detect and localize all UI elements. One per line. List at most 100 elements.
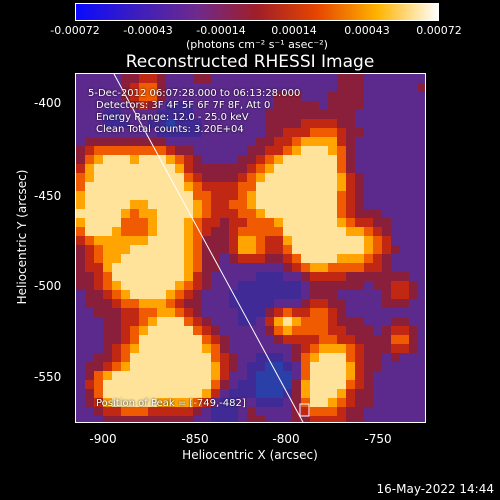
image-pixel	[301, 74, 310, 83]
image-pixel	[166, 83, 175, 92]
image-pixel	[121, 119, 130, 128]
image-pixel	[310, 344, 319, 353]
image-pixel	[85, 209, 94, 218]
image-pixel	[409, 146, 418, 155]
image-pixel	[409, 227, 418, 236]
image-pixel	[256, 182, 265, 191]
colorbar-tick: -0.00043	[123, 24, 173, 37]
image-pixel	[319, 245, 328, 254]
image-pixel	[94, 299, 103, 308]
image-pixel	[238, 155, 247, 164]
image-pixel	[184, 398, 193, 407]
image-pixel	[409, 272, 418, 281]
image-pixel	[139, 389, 148, 398]
image-pixel	[319, 173, 328, 182]
image-pixel	[328, 236, 337, 245]
image-pixel	[157, 137, 166, 146]
image-pixel	[256, 416, 265, 422]
image-pixel	[256, 272, 265, 281]
image-pixel	[193, 353, 202, 362]
image-pixel	[148, 83, 157, 92]
image-pixel	[373, 263, 382, 272]
image-pixel	[391, 353, 400, 362]
image-pixel	[130, 227, 139, 236]
image-pixel	[355, 389, 364, 398]
image-pixel	[274, 263, 283, 272]
image-pixel	[76, 236, 85, 245]
image-pixel	[94, 137, 103, 146]
image-pixel	[94, 245, 103, 254]
image-pixel	[328, 200, 337, 209]
image-pixel	[292, 416, 301, 422]
image-pixel	[166, 110, 175, 119]
image-pixel	[256, 137, 265, 146]
image-pixel	[247, 137, 256, 146]
colorbar-tick: -0.00072	[50, 24, 100, 37]
image-pixel	[103, 290, 112, 299]
image-pixel	[211, 407, 220, 416]
image-pixel	[202, 191, 211, 200]
image-pixel	[418, 83, 425, 92]
image-pixel	[355, 200, 364, 209]
image-pixel	[130, 389, 139, 398]
image-pixel	[139, 371, 148, 380]
image-pixel	[202, 74, 211, 83]
image-pixel	[166, 254, 175, 263]
image-pixel	[85, 299, 94, 308]
image-pixel	[148, 272, 157, 281]
image-pixel	[148, 317, 157, 326]
image-pixel	[409, 173, 418, 182]
image-pixel	[238, 299, 247, 308]
image-pixel	[157, 317, 166, 326]
image-pixel	[355, 128, 364, 137]
image-pixel	[382, 74, 391, 83]
image-pixel	[301, 353, 310, 362]
image-pixel	[346, 182, 355, 191]
image-pixel	[211, 344, 220, 353]
image-pixel	[76, 398, 85, 407]
image-pixel	[283, 353, 292, 362]
image-pixel	[94, 173, 103, 182]
image-pixel	[418, 209, 425, 218]
image-pixel	[265, 83, 274, 92]
plot-title: Reconstructed RHESSI Image	[125, 52, 375, 72]
image-pixel	[328, 281, 337, 290]
image-pixel	[76, 155, 85, 164]
image-pixel	[346, 218, 355, 227]
image-pixel	[121, 128, 130, 137]
image-pixel	[103, 281, 112, 290]
image-pixel	[319, 398, 328, 407]
image-pixel	[202, 92, 211, 101]
image-pixel	[301, 182, 310, 191]
image-pixel	[409, 119, 418, 128]
image-pixel	[211, 209, 220, 218]
image-pixel	[418, 335, 425, 344]
image-pixel	[166, 191, 175, 200]
image-pixel	[346, 128, 355, 137]
image-pixel	[256, 344, 265, 353]
image-pixel	[274, 344, 283, 353]
image-pixel	[310, 227, 319, 236]
image-pixel	[337, 83, 346, 92]
image-pixel	[265, 281, 274, 290]
image-pixel	[139, 353, 148, 362]
image-pixel	[346, 371, 355, 380]
image-pixel	[373, 371, 382, 380]
image-pixel	[328, 128, 337, 137]
image-pixel	[301, 326, 310, 335]
colorbar-tick: 0.00043	[344, 24, 390, 37]
image-pixel	[94, 335, 103, 344]
image-pixel	[211, 146, 220, 155]
image-pixel	[211, 272, 220, 281]
image-pixel	[301, 308, 310, 317]
image-pixel	[247, 92, 256, 101]
image-pixel	[193, 362, 202, 371]
image-pixel	[373, 155, 382, 164]
image-pixel	[76, 164, 85, 173]
image-pixel	[355, 218, 364, 227]
image-pixel	[202, 416, 211, 422]
image-pixel	[112, 173, 121, 182]
image-pixel	[139, 92, 148, 101]
image-pixel	[373, 137, 382, 146]
image-pixel	[85, 371, 94, 380]
